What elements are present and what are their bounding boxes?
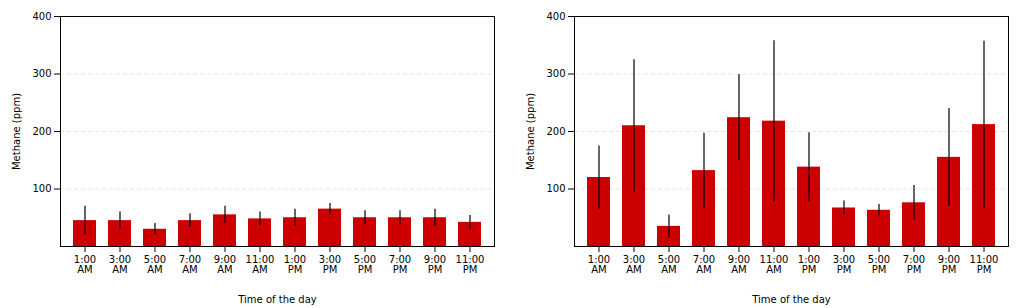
svg-text:11:00PM: 11:00PM — [456, 254, 485, 275]
svg-text:1:00AM: 1:00AM — [588, 254, 610, 275]
svg-text:200: 200 — [32, 126, 51, 137]
svg-text:1:00PM: 1:00PM — [284, 254, 306, 275]
svg-text:5:00AM: 5:00AM — [144, 254, 166, 275]
svg-text:Time of the day: Time of the day — [237, 294, 317, 305]
svg-text:300: 300 — [546, 68, 565, 79]
svg-text:7:00AM: 7:00AM — [179, 254, 201, 275]
svg-text:400: 400 — [32, 11, 51, 22]
svg-text:7:00PM: 7:00PM — [389, 254, 411, 275]
svg-text:200: 200 — [546, 126, 565, 137]
svg-text:1:00PM: 1:00PM — [798, 254, 820, 275]
svg-text:300: 300 — [32, 68, 51, 79]
svg-text:5:00PM: 5:00PM — [868, 254, 890, 275]
svg-text:3:00AM: 3:00AM — [623, 254, 645, 275]
svg-text:7:00AM: 7:00AM — [693, 254, 715, 275]
svg-text:3:00PM: 3:00PM — [319, 254, 341, 275]
svg-text:100: 100 — [546, 183, 565, 194]
svg-text:11:00AM: 11:00AM — [760, 254, 789, 275]
svg-text:11:00AM: 11:00AM — [246, 254, 275, 275]
svg-text:9:00PM: 9:00PM — [938, 254, 960, 275]
svg-text:7:00PM: 7:00PM — [903, 254, 925, 275]
svg-text:9:00PM: 9:00PM — [424, 254, 446, 275]
svg-text:3:00PM: 3:00PM — [833, 254, 855, 275]
svg-text:3:00AM: 3:00AM — [109, 254, 131, 275]
svg-text:100: 100 — [32, 183, 51, 194]
svg-text:9:00AM: 9:00AM — [214, 254, 236, 275]
svg-text:Methane (ppm): Methane (ppm) — [525, 93, 536, 170]
svg-text:400: 400 — [546, 11, 565, 22]
svg-text:Time of the day: Time of the day — [751, 294, 831, 305]
svg-text:5:00PM: 5:00PM — [354, 254, 376, 275]
svg-text:9:00AM: 9:00AM — [728, 254, 750, 275]
svg-text:Methane (ppm): Methane (ppm) — [11, 93, 22, 170]
svg-text:5:00AM: 5:00AM — [658, 254, 680, 275]
svg-text:11:00PM: 11:00PM — [970, 254, 999, 275]
svg-text:1:00AM: 1:00AM — [74, 254, 96, 275]
